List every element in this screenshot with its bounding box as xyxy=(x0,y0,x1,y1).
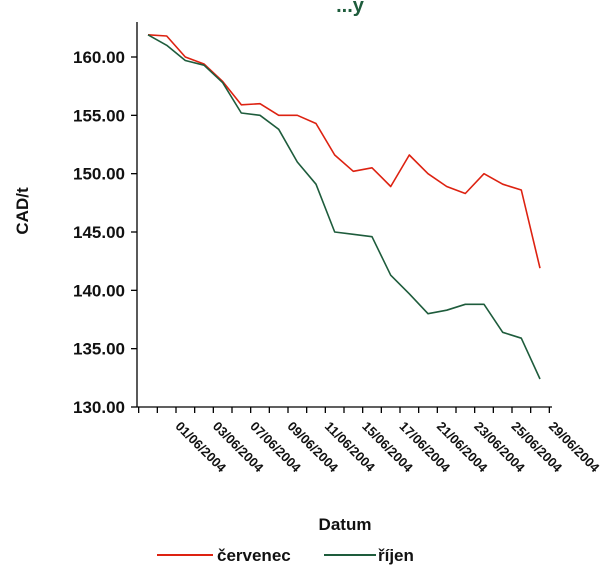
legend: červenec říjen xyxy=(157,546,414,565)
y-tick-label: 155.00 xyxy=(73,106,125,125)
y-tick-label: 130.00 xyxy=(73,398,125,417)
series-line-rijen xyxy=(147,34,541,380)
legend-label-cervenec: červenec xyxy=(217,546,291,565)
y-tick-label: 140.00 xyxy=(73,281,125,300)
legend-label-rijen: říjen xyxy=(378,546,414,565)
y-tick-label: 150.00 xyxy=(73,165,125,184)
y-axis-title: CAD/t xyxy=(13,187,32,235)
y-tick-label: 145.00 xyxy=(73,223,125,242)
y-tick-label: 135.00 xyxy=(73,340,125,359)
chart-title: ...y xyxy=(336,0,365,17)
x-axis-title: Datum xyxy=(319,515,372,534)
plot-area: 130.00 135.00 140.00 145.00 150.00 155.00 160.… xyxy=(73,22,603,476)
y-tick-label: 160.00 xyxy=(73,48,125,67)
series-line-cervenec xyxy=(147,34,541,269)
